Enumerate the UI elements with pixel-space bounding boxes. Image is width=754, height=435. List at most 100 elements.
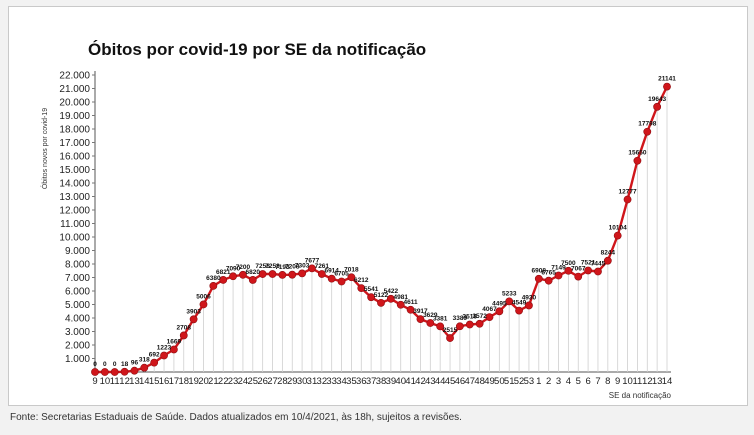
data-point: [495, 307, 504, 316]
data-point: [209, 281, 218, 290]
x-tick-label: 28: [277, 376, 288, 387]
data-point: [229, 272, 237, 281]
data-point: [544, 276, 553, 285]
data-label: 7258: [265, 263, 280, 270]
data-label: 4930: [522, 294, 537, 301]
data-point: [377, 298, 385, 307]
data-label: 8244: [601, 250, 616, 257]
data-label: 96: [131, 360, 139, 367]
data-point: [554, 271, 563, 280]
x-tick-label: 11: [110, 376, 120, 387]
data-label: 7445: [591, 260, 606, 267]
data-label: 7149: [551, 264, 566, 271]
data-point: [386, 294, 395, 303]
x-tick-label: 10: [622, 376, 633, 387]
data-label: 15650: [628, 150, 646, 157]
y-tick-label: 9.000: [65, 246, 90, 257]
x-tick-label: 51: [504, 376, 515, 387]
x-tick-label: 42: [415, 376, 426, 387]
data-label: 7200: [236, 264, 251, 271]
data-point: [317, 270, 326, 278]
y-tick-label: 22.000: [59, 71, 90, 82]
data-label: 3516: [463, 314, 478, 321]
data-point: [436, 322, 445, 331]
data-label: 21141: [658, 76, 676, 83]
x-tick-label: 41: [405, 376, 416, 387]
data-point: [91, 368, 99, 376]
data-label: 7677: [305, 257, 320, 264]
data-label: 10104: [609, 225, 627, 232]
data-point: [594, 267, 602, 276]
data-point: [396, 300, 405, 309]
x-tick-label: 6: [585, 376, 590, 387]
x-tick-label: 15: [149, 376, 160, 387]
data-point: [465, 320, 474, 329]
y-tick-label: 5.000: [65, 300, 90, 311]
data-point: [426, 319, 435, 327]
data-point: [337, 277, 346, 286]
y-tick-label: 13.000: [59, 192, 90, 203]
data-label: 318: [139, 357, 150, 364]
data-label: 2515: [443, 327, 458, 334]
x-tick-label: 21: [208, 376, 219, 387]
data-label: 7067: [571, 266, 586, 273]
data-point: [475, 319, 484, 328]
data-point: [248, 276, 257, 284]
data-point: [416, 315, 425, 324]
x-tick-label: 38: [376, 376, 387, 387]
data-point: [574, 272, 583, 281]
data-point: [446, 334, 454, 342]
y-tick-label: 17.000: [59, 138, 90, 149]
data-label: 5122: [374, 292, 389, 299]
data-point: [169, 345, 178, 354]
y-tick-label: 4.000: [65, 314, 90, 325]
data-label: 6914: [324, 268, 339, 275]
data-label: 4495: [492, 300, 507, 307]
y-tick-label: 3.000: [65, 327, 90, 338]
data-point: [258, 270, 267, 278]
data-label: 1223: [157, 344, 172, 351]
data-point: [584, 266, 593, 275]
data-point: [160, 351, 168, 360]
x-tick-label: 13: [129, 376, 140, 387]
x-tick-label: 32: [317, 376, 328, 387]
data-label: 4549: [512, 300, 527, 307]
data-point: [308, 264, 316, 273]
data-point: [278, 270, 287, 279]
data-point: [505, 297, 514, 306]
data-label: 6212: [354, 277, 369, 284]
x-tick-label: 47: [464, 376, 475, 387]
x-tick-label: 25: [248, 376, 259, 387]
data-label: 7018: [344, 266, 359, 273]
x-tick-label: 2: [546, 376, 551, 387]
data-point: [120, 367, 129, 376]
x-tick-label: 39: [386, 376, 397, 387]
data-label: 692: [149, 352, 160, 359]
data-label: 6705: [334, 270, 349, 277]
data-point: [643, 127, 652, 136]
x-tick-label: 29: [287, 376, 298, 387]
data-point: [189, 315, 198, 324]
data-point: [347, 273, 356, 282]
data-label: 18: [121, 361, 129, 368]
x-tick-label: 34: [336, 376, 347, 387]
x-tick-label: 23: [228, 376, 239, 387]
y-tick-label: 18.000: [59, 125, 90, 136]
data-label: 2708: [177, 324, 192, 331]
x-tick-label: 10: [100, 376, 111, 387]
x-tick-label: 9: [92, 376, 97, 387]
data-label: 5233: [502, 290, 517, 297]
data-point: [199, 300, 208, 309]
x-tick-label: 11: [632, 376, 642, 387]
data-point: [406, 305, 415, 314]
y-tick-label: 15.000: [59, 165, 90, 176]
data-label: 3572: [472, 313, 487, 320]
data-point: [663, 82, 671, 91]
data-point: [179, 331, 188, 340]
x-tick-label: 24: [238, 376, 249, 387]
x-tick-label: 14: [662, 376, 673, 387]
data-label: 3381: [433, 315, 448, 322]
data-point: [288, 270, 297, 279]
data-label: 17798: [638, 121, 656, 128]
